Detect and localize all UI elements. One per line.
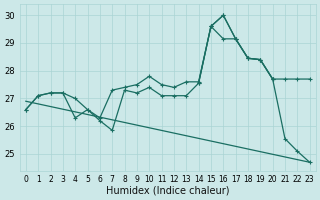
X-axis label: Humidex (Indice chaleur): Humidex (Indice chaleur) xyxy=(106,186,229,196)
